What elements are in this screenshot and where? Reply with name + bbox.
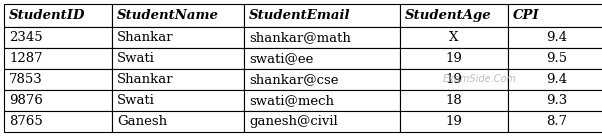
Bar <box>4 27 112 48</box>
Text: 19: 19 <box>445 115 462 128</box>
Bar <box>400 4 508 27</box>
Bar <box>112 69 244 90</box>
Text: CPI: CPI <box>513 9 540 22</box>
Text: 9876: 9876 <box>9 94 43 107</box>
Bar <box>244 69 400 90</box>
Text: 9.4: 9.4 <box>547 73 568 86</box>
Text: Swati: Swati <box>117 52 155 65</box>
Text: StudentName: StudentName <box>117 9 219 22</box>
Text: shankar@cse: shankar@cse <box>249 73 338 86</box>
Bar <box>508 4 602 27</box>
Bar <box>400 27 508 48</box>
Bar <box>4 48 112 69</box>
Text: swati@mech: swati@mech <box>249 94 334 107</box>
Text: 1287: 1287 <box>9 52 43 65</box>
Text: StudentEmail: StudentEmail <box>249 9 350 22</box>
Text: shankar@math: shankar@math <box>249 31 351 44</box>
Bar <box>112 27 244 48</box>
Bar <box>4 90 112 111</box>
Text: 19: 19 <box>445 73 462 86</box>
Bar <box>4 111 112 132</box>
Bar <box>244 27 400 48</box>
Bar <box>112 90 244 111</box>
Text: StudentAge: StudentAge <box>405 9 492 22</box>
Bar <box>244 4 400 27</box>
Text: 19: 19 <box>445 52 462 65</box>
Text: ExamSide.Com: ExamSide.Com <box>443 74 517 84</box>
Bar <box>508 27 602 48</box>
Bar <box>508 90 602 111</box>
Text: Ganesh: Ganesh <box>117 115 167 128</box>
Text: 9.4: 9.4 <box>547 31 568 44</box>
Text: 7853: 7853 <box>9 73 43 86</box>
Bar <box>400 111 508 132</box>
Text: 8.7: 8.7 <box>547 115 568 128</box>
Text: 9.3: 9.3 <box>547 94 568 107</box>
Bar <box>400 48 508 69</box>
Text: 2345: 2345 <box>9 31 43 44</box>
Bar <box>4 69 112 90</box>
Bar <box>244 111 400 132</box>
Bar <box>508 48 602 69</box>
Text: X: X <box>449 31 459 44</box>
Text: 9.5: 9.5 <box>547 52 568 65</box>
Bar <box>400 69 508 90</box>
Text: ganesh@civil: ganesh@civil <box>249 115 338 128</box>
Bar <box>112 4 244 27</box>
Text: 18: 18 <box>445 94 462 107</box>
Text: Shankar: Shankar <box>117 31 173 44</box>
Bar <box>508 111 602 132</box>
Bar <box>244 48 400 69</box>
Bar <box>4 4 112 27</box>
Bar <box>112 111 244 132</box>
Bar <box>112 48 244 69</box>
Text: StudentID: StudentID <box>9 9 85 22</box>
Bar <box>508 69 602 90</box>
Text: Shankar: Shankar <box>117 73 173 86</box>
Text: 8765: 8765 <box>9 115 43 128</box>
Bar <box>244 90 400 111</box>
Bar <box>400 90 508 111</box>
Text: swati@ee: swati@ee <box>249 52 314 65</box>
Text: Swati: Swati <box>117 94 155 107</box>
